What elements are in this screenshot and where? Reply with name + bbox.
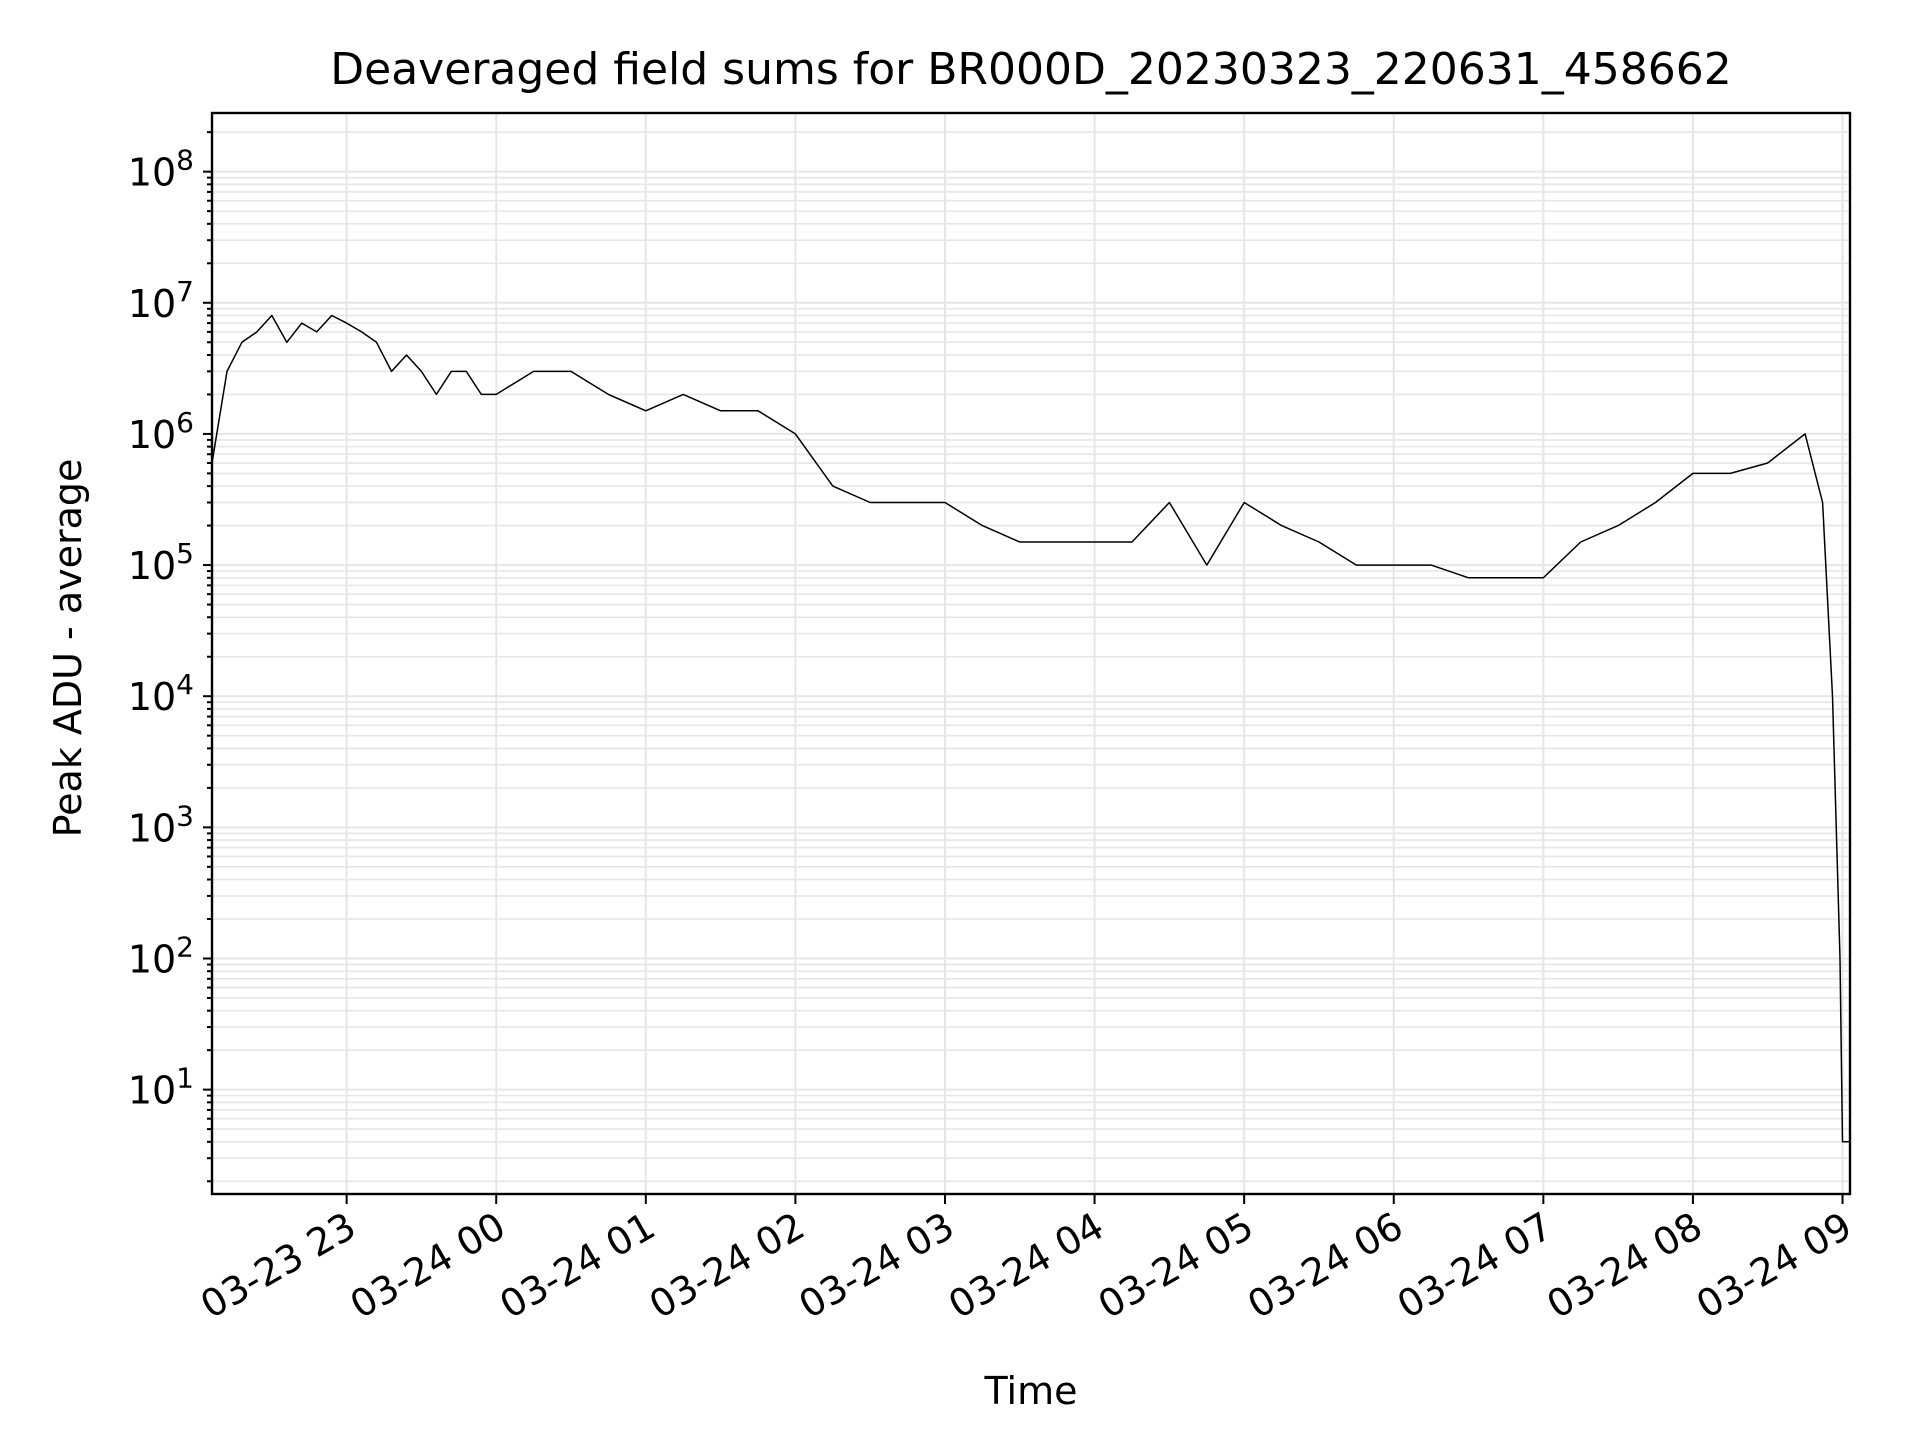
series-layer <box>211 314 1850 1143</box>
grid <box>212 113 1850 1194</box>
series-line <box>211 314 1850 1143</box>
x-axis-label: Time <box>984 1369 1078 1413</box>
y-axis: 101 102 103 104 105 106 107 108 <box>128 131 212 1183</box>
y-tick-label: 107 <box>128 275 194 326</box>
x-tick-label: 03-24 08 <box>1539 1204 1709 1328</box>
x-tick-label: 03-23 23 <box>193 1204 363 1328</box>
x-tick-label: 03-24 03 <box>792 1204 962 1328</box>
x-tick-label: 03-24 06 <box>1240 1204 1410 1328</box>
chart-title: Deaveraged field sums for BR000D_2023032… <box>330 44 1732 95</box>
x-tick-label: 03-24 05 <box>1091 1204 1261 1328</box>
x-tick-label: 03-24 04 <box>941 1204 1111 1328</box>
y-tick-label: 101 <box>128 1062 194 1113</box>
y-tick-label: 105 <box>128 537 194 588</box>
y-tick-label: 106 <box>128 406 194 457</box>
plot-frame <box>210 111 1852 1196</box>
x-tick-label: 03-24 02 <box>642 1204 812 1328</box>
y-tick-label: 108 <box>128 144 194 195</box>
x-tick-label: 03-24 07 <box>1390 1204 1560 1328</box>
y-axis-label: Peak ADU - average <box>46 459 90 838</box>
y-tick-label: 103 <box>128 799 194 850</box>
x-tick-label: 03-24 09 <box>1689 1204 1859 1328</box>
x-tick-label: 03-24 00 <box>343 1204 513 1328</box>
x-tick-label: 03-24 01 <box>492 1204 662 1328</box>
y-tick-label: 104 <box>128 668 194 719</box>
y-tick-label: 102 <box>128 930 194 981</box>
